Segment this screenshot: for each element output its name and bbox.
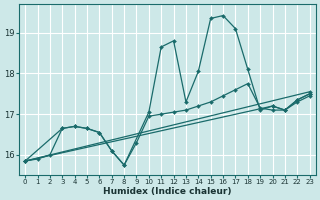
X-axis label: Humidex (Indice chaleur): Humidex (Indice chaleur): [103, 187, 232, 196]
